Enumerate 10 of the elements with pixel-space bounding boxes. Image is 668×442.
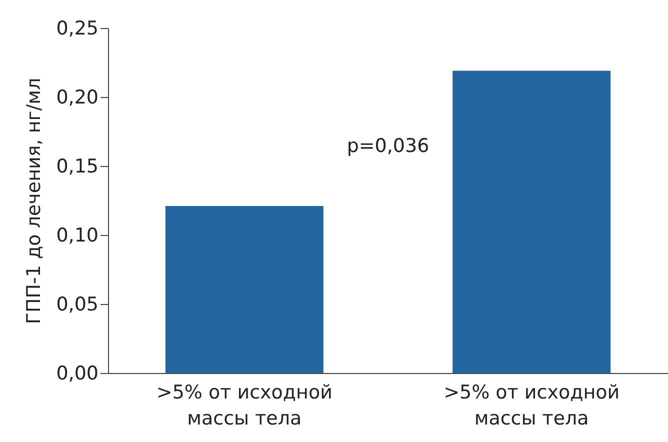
y-tick-label: 0,10 [56, 224, 98, 246]
y-tick-label: 0,25 [56, 18, 98, 40]
y-tick-label: 0,05 [56, 294, 98, 316]
y-axis-title: ГПП-1 до лечения, нг/мл [23, 78, 46, 324]
annotation: p=0,036 [346, 135, 430, 157]
y-tick-label: 0,20 [56, 86, 98, 108]
y-tick-label: 0,00 [56, 362, 98, 384]
y-tick-label: 0,15 [56, 156, 98, 178]
x-tick-label: >5% от исходной массы тела [156, 382, 332, 430]
x-tick-label: >5% от исходной массы тела [444, 382, 620, 430]
